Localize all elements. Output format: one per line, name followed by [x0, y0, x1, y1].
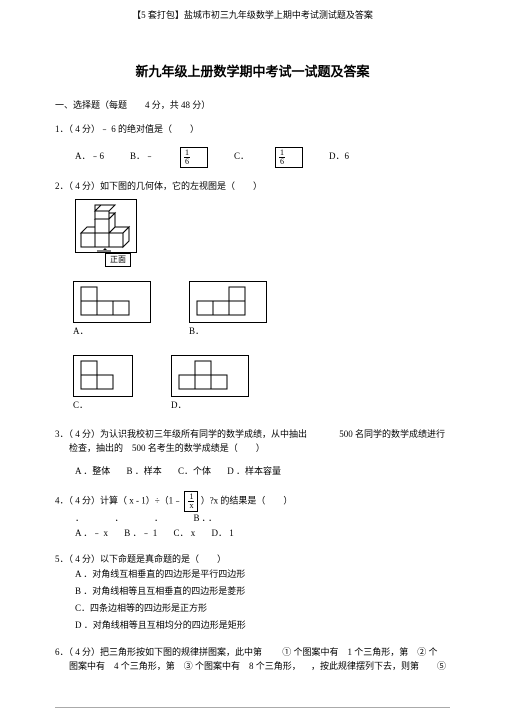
grid-option-a	[73, 281, 151, 323]
question-5: 5．（ 4 分）以下命题是真命题的是（ ） A ．对角线互相垂直的四边形是平行四…	[55, 553, 450, 635]
q5-opt-d: D ．对角线相等且互相均分的四边形是矩形	[75, 617, 450, 634]
q5-stem: 5．（ 4 分）以下命题是真命题的是（ ）	[55, 554, 226, 564]
q1-opt-a: A．﹣6	[75, 150, 104, 164]
question-1: 1．（ 4 分）﹣ 6 的绝对值是（ ） A．﹣6 B．﹣ 16 C． 16 D…	[55, 123, 450, 168]
exam-title: 新九年级上册数学期中考试一试题及答案	[55, 61, 450, 80]
q5-opt-b: B ．对角线相等且互相垂直的四边形是菱形	[75, 583, 450, 600]
q2-opt-c: C．	[73, 400, 88, 410]
q4-opt-c: C． x	[174, 528, 196, 538]
q5-opt-a: A ．对角线互相垂直的四边形是平行四边形	[75, 566, 450, 583]
q1-opt-b: B．﹣	[130, 150, 154, 164]
question-6: 6．（ 4 分）把三角形按如下图的规律拼图案，此中第 ① 个图案中有 1 个三角…	[55, 646, 450, 673]
front-label: 正面	[105, 253, 131, 267]
q3-opt-d: D ．样本容量	[227, 466, 281, 476]
cube-3d-icon	[75, 199, 137, 253]
q4-opt-d: D． 1	[212, 528, 234, 538]
question-4: 4．（ 4 分）计算（ x - 1）÷（1﹣ 1x ）?x 的结果是（ ） ． …	[55, 491, 450, 541]
q1-stem: 1．（ 4 分）﹣ 6 的绝对值是（ ）	[55, 124, 199, 134]
q4-opt-a: A ．﹣ x	[75, 528, 108, 538]
section-1-header: 一、选择题（每题 4 分，共 48 分）	[55, 98, 450, 111]
grid-option-c	[73, 355, 133, 397]
q4-dots: ． ． ． B．．	[55, 512, 450, 526]
q2-options: A． B．	[55, 281, 450, 412]
q6-stem1b: ① 个图案中有 1 个三角形，第 ② 个	[282, 647, 437, 657]
q3-stem2: 检查，抽出的 500 名考生的数学成绩是（ ）	[55, 443, 265, 453]
page-header: 【5 套打包】盐城市初三九年级数学上期中考试测试题及答案	[0, 0, 505, 21]
cube-figure: 正面	[75, 199, 450, 267]
q1-opt-c: C．	[234, 150, 249, 164]
q4-stem-end: ）?x 的结果是（ ）	[201, 495, 293, 505]
fraction-icon: 16	[275, 147, 303, 168]
q3-opt-b: B ．样本	[127, 466, 162, 476]
q3-stem1b: 500 名同学的数学成绩进行	[339, 429, 445, 439]
grid-option-b	[189, 281, 267, 323]
q2-stem: 2．（ 4 分）如下图的几何体，它的左视图是（ ）	[55, 181, 262, 191]
q2-opt-a: A．	[73, 326, 89, 336]
fraction-icon: 1x	[184, 491, 198, 512]
q4-opt-b: B ．﹣ 1	[124, 528, 157, 538]
q4-stem: 4．（ 4 分）计算（ x - 1）÷（1﹣	[55, 495, 182, 505]
q5-opt-c: C．四条边相等的四边形是正方形	[75, 600, 450, 617]
footer-line	[55, 707, 450, 708]
q1-opt-d: D．6	[329, 150, 349, 164]
q6-stem2: 图案中有 4 个三角形，第 ③ 个图案中有 8 个三角形，	[55, 661, 301, 671]
fraction-icon: 16	[180, 147, 208, 168]
grid-option-d	[171, 355, 249, 397]
q3-opt-a: A ．整体	[75, 466, 110, 476]
question-2: 2．（ 4 分）如下图的几何体，它的左视图是（ ）	[55, 180, 450, 413]
q3-opt-c: C．个体	[178, 466, 211, 476]
content: 新九年级上册数学期中考试一试题及答案 一、选择题（每题 4 分，共 48 分） …	[0, 21, 505, 673]
q6-stem1: 6．（ 4 分）把三角形按如下图的规律拼图案，此中第	[55, 647, 262, 657]
q2-opt-b: B．	[189, 326, 204, 336]
q6-stem2b: ，按此规律摆列下去，则第 ⑤	[311, 661, 446, 671]
q2-opt-d: D．	[171, 400, 187, 410]
q3-stem1: 3．（ 4 分）为认识我校初三年级所有同学的数学成绩，从中抽出	[55, 429, 307, 439]
question-3: 3．（ 4 分）为认识我校初三年级所有同学的数学成绩，从中抽出 500 名同学的…	[55, 428, 450, 479]
